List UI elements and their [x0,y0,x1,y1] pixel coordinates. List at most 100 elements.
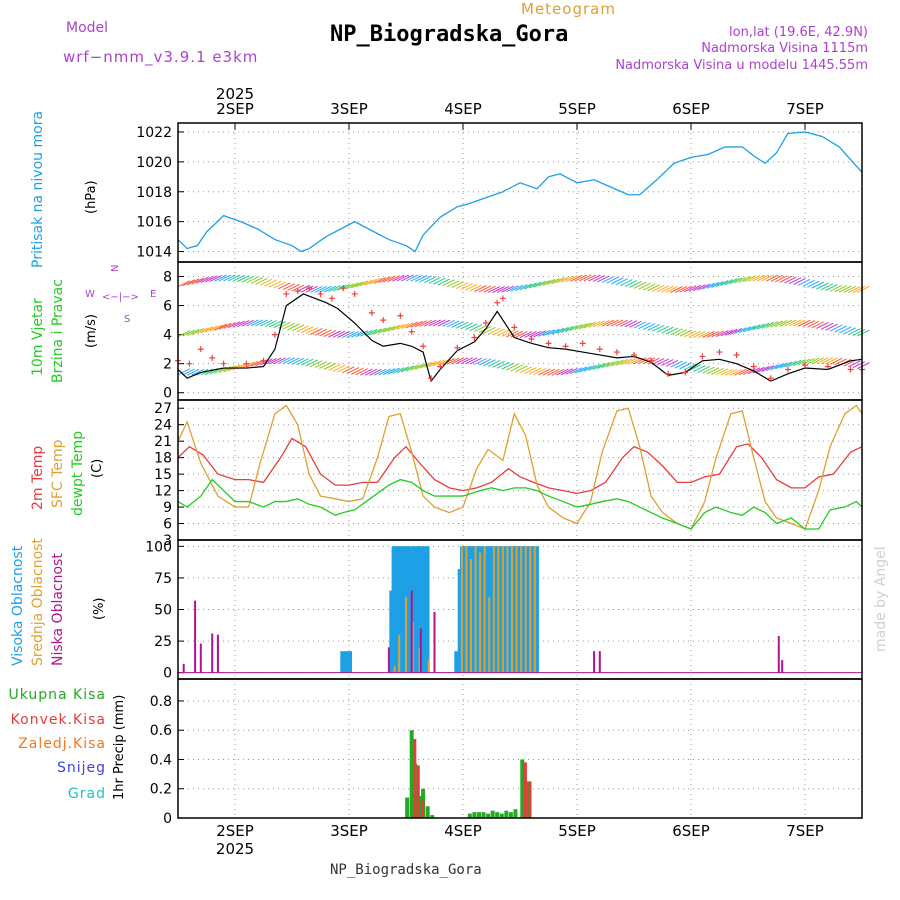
low-cloud-bar [216,634,219,673]
wind-barb [506,285,519,293]
wind-barb [647,323,660,331]
wind-barb [250,359,264,367]
wind-barb [296,325,309,333]
wind-barb [200,326,214,334]
wind-barb [223,274,236,282]
wind-barb [569,367,583,375]
wind-barb [715,280,729,287]
wind-barb [524,366,537,374]
wind-barb [711,280,724,288]
wind-barb [396,274,410,282]
wind-barb [656,285,670,293]
y-tick-label: 6 [163,517,172,533]
gust-marker [294,288,301,295]
wind-barb [355,368,369,376]
wind-barb [615,278,628,286]
wind-barb [287,283,300,291]
conv-precip-bar [523,762,527,818]
top-year-label: 2025 [216,85,254,103]
wind-barb [455,321,469,329]
wind-barb [811,321,825,329]
wind-barb [205,325,218,333]
wind-title-1: 10m Vjetar [30,298,46,376]
wind-barb [510,364,524,372]
wind-barb [424,361,437,368]
wind-barb [524,282,537,290]
wind-barb [533,280,546,288]
wind-barb [465,357,478,365]
wind-barb [788,359,802,367]
wind-barb [606,360,619,368]
wind-barb [620,358,633,366]
wind-barb [702,366,715,374]
wind-barb [588,364,601,371]
wind-barb [560,368,574,376]
mid-cloud-bar [427,660,430,673]
wind-barb [328,330,341,338]
wind-barb [305,327,318,335]
mid-cloud-bar [515,546,518,673]
wind-barb [378,276,391,284]
wind-barb [273,281,286,289]
y-tick-label: 12 [154,484,172,500]
wind-barb [775,275,788,283]
wind-barb [834,325,847,333]
conv-precip-bar [528,781,532,818]
wind-barb [779,319,793,327]
wind-barb [752,274,765,282]
top-day-label: 5SEP [558,100,596,118]
wind-barb [241,361,255,369]
wind-barb [469,357,483,365]
panel-frame [177,399,863,541]
wind-barb [237,320,250,328]
wind-barb [446,280,460,288]
wind-barb [679,285,692,293]
wind-barb [474,325,487,333]
wind-barb [633,321,647,329]
credit: made by Angel [873,546,889,652]
wind-barb [569,274,583,282]
wind-barb [734,327,747,335]
low-cloud-bar [781,660,784,673]
wind-barb [424,319,437,327]
wind-barb [246,276,259,284]
wind-barb [460,322,473,330]
y-tick-label: 24 [154,418,172,434]
y-tick-label: 18 [154,451,172,467]
wind-barb [688,284,701,292]
wind-barb [223,321,236,329]
wind-barb [683,363,697,371]
panel-frame [177,678,863,819]
wind-barb [592,320,606,328]
gust-marker [767,375,774,382]
bottom-day-label: 4SEP [444,822,482,840]
total-precip-bar [499,813,504,818]
y-tick-label: 0.4 [150,752,172,768]
wind-barb [670,360,683,368]
wind-barb [734,276,747,284]
wind-barb [642,323,656,330]
wind-barb [410,274,423,282]
wind-barb [501,285,514,293]
wind-barb [542,368,556,376]
wind-barb [579,274,592,282]
wind-barb [533,368,546,375]
wind-barb [702,331,715,338]
mid-cloud-bar [474,546,477,673]
wind-barb [232,363,245,371]
wind-barb [314,328,328,336]
wind-barb [428,360,442,368]
high-cloud-bar [346,651,352,673]
wind-barb [711,367,724,375]
wind-barb [843,359,856,367]
compass-w: W [85,289,95,300]
bottom-day-label: 7SEP [786,822,824,840]
wind-barb [387,324,400,332]
y-tick-label: 50 [154,603,172,619]
mid-cloud-bar [405,596,407,673]
bottom-year-label: 2025 [216,840,254,858]
wind-barb [766,321,779,329]
gust-marker [648,357,655,364]
wind-barb [852,328,866,336]
